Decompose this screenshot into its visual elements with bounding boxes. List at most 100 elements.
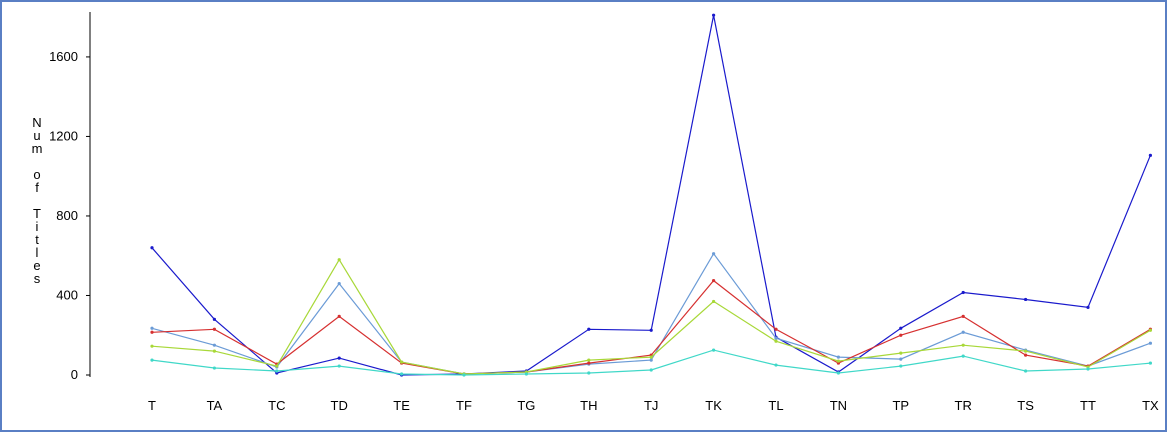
data-point	[462, 373, 466, 377]
data-point	[1148, 361, 1152, 365]
data-point	[337, 281, 341, 286]
data-point	[1148, 341, 1152, 345]
x-tick-label: TF	[456, 398, 472, 413]
y-axis-label-char: e	[33, 258, 40, 273]
data-point	[899, 333, 903, 337]
x-tick-label: TR	[955, 398, 972, 413]
data-point	[400, 360, 404, 364]
x-tick-label: TT	[1080, 398, 1096, 413]
data-point	[400, 372, 404, 376]
x-tick-label: TN	[830, 398, 847, 413]
series-line	[151, 15, 1151, 376]
data-point	[1024, 369, 1028, 373]
y-axis-label-char: t	[35, 232, 39, 247]
data-point	[212, 343, 216, 347]
data-point	[150, 246, 154, 250]
data-point	[150, 330, 154, 334]
data-point	[961, 343, 965, 347]
data-point	[899, 351, 903, 355]
y-tick-label: 1200	[49, 128, 78, 143]
y-axis-label-char: m	[32, 141, 43, 156]
y-axis-label-char: o	[33, 167, 40, 182]
y-axis-label-char: l	[36, 245, 39, 260]
x-tick-label: TD	[331, 398, 348, 413]
data-point	[899, 364, 903, 368]
data-point	[1024, 297, 1028, 302]
y-axis-label-char: u	[33, 128, 40, 143]
y-tick-label: 0	[71, 367, 78, 382]
data-point	[836, 355, 841, 359]
data-point	[649, 368, 653, 372]
data-point	[337, 356, 341, 360]
x-tick-label: TA	[207, 398, 223, 413]
data-point	[587, 371, 591, 375]
data-point	[337, 364, 341, 368]
x-tick-label: TP	[892, 398, 909, 413]
data-point	[1024, 353, 1028, 357]
x-tick-label: TC	[268, 398, 285, 413]
y-axis-label-char: i	[36, 219, 39, 234]
data-point	[899, 357, 903, 361]
data-point	[712, 278, 716, 283]
data-point	[275, 369, 279, 373]
data-point	[1148, 328, 1152, 332]
data-point	[712, 348, 716, 352]
data-point	[212, 349, 216, 353]
x-tick-label: TX	[1142, 398, 1159, 413]
data-point	[337, 314, 341, 318]
x-tick-label: TH	[580, 398, 597, 413]
data-point	[961, 314, 965, 318]
data-point	[649, 355, 653, 359]
data-point	[1148, 153, 1152, 157]
data-point	[712, 299, 716, 304]
data-point	[275, 364, 279, 368]
x-tick-label: TL	[768, 398, 783, 413]
x-tick-label: TJ	[644, 398, 658, 413]
x-tick-label: TE	[393, 398, 410, 413]
data-point	[587, 358, 591, 362]
data-point	[150, 326, 154, 330]
data-point	[337, 258, 341, 262]
data-point	[524, 372, 529, 376]
data-point	[649, 328, 653, 332]
data-point	[961, 290, 965, 295]
data-point	[1024, 349, 1028, 353]
data-point	[961, 330, 965, 334]
y-tick-label: 400	[56, 287, 78, 302]
data-point	[774, 327, 778, 331]
data-point	[1086, 305, 1090, 310]
y-axis-label-char: N	[32, 115, 41, 130]
data-point	[836, 359, 841, 363]
series-3	[150, 258, 1152, 376]
data-point	[212, 366, 216, 370]
data-point	[836, 371, 841, 375]
data-point	[899, 326, 903, 330]
y-tick-label: 800	[56, 208, 78, 223]
series-0	[150, 13, 1152, 377]
data-point	[212, 327, 216, 331]
x-tick-label: TK	[705, 398, 722, 413]
data-point	[150, 358, 154, 362]
data-point	[961, 354, 965, 358]
x-tick-label: TS	[1017, 398, 1034, 413]
data-point	[587, 327, 591, 331]
data-point	[712, 252, 716, 256]
x-tick-labels: T TA TC TD TE TF TG TH TJ TK TL TN TP TR TS TT TX	[148, 398, 1159, 413]
y-axis-label-char: T	[33, 206, 41, 221]
data-point	[712, 13, 716, 17]
series-4	[150, 348, 1152, 377]
data-point	[1086, 367, 1090, 371]
data-point	[212, 317, 216, 321]
data-point	[774, 339, 778, 343]
series-lines	[150, 13, 1152, 377]
data-point	[774, 363, 778, 367]
y-axis-label-char: f	[35, 180, 39, 195]
data-point	[150, 344, 154, 348]
data-point	[587, 361, 591, 365]
data-point	[649, 358, 653, 362]
y-tick-labels: 0 400 800 1200 1600	[49, 49, 90, 382]
data-point	[774, 336, 778, 340]
